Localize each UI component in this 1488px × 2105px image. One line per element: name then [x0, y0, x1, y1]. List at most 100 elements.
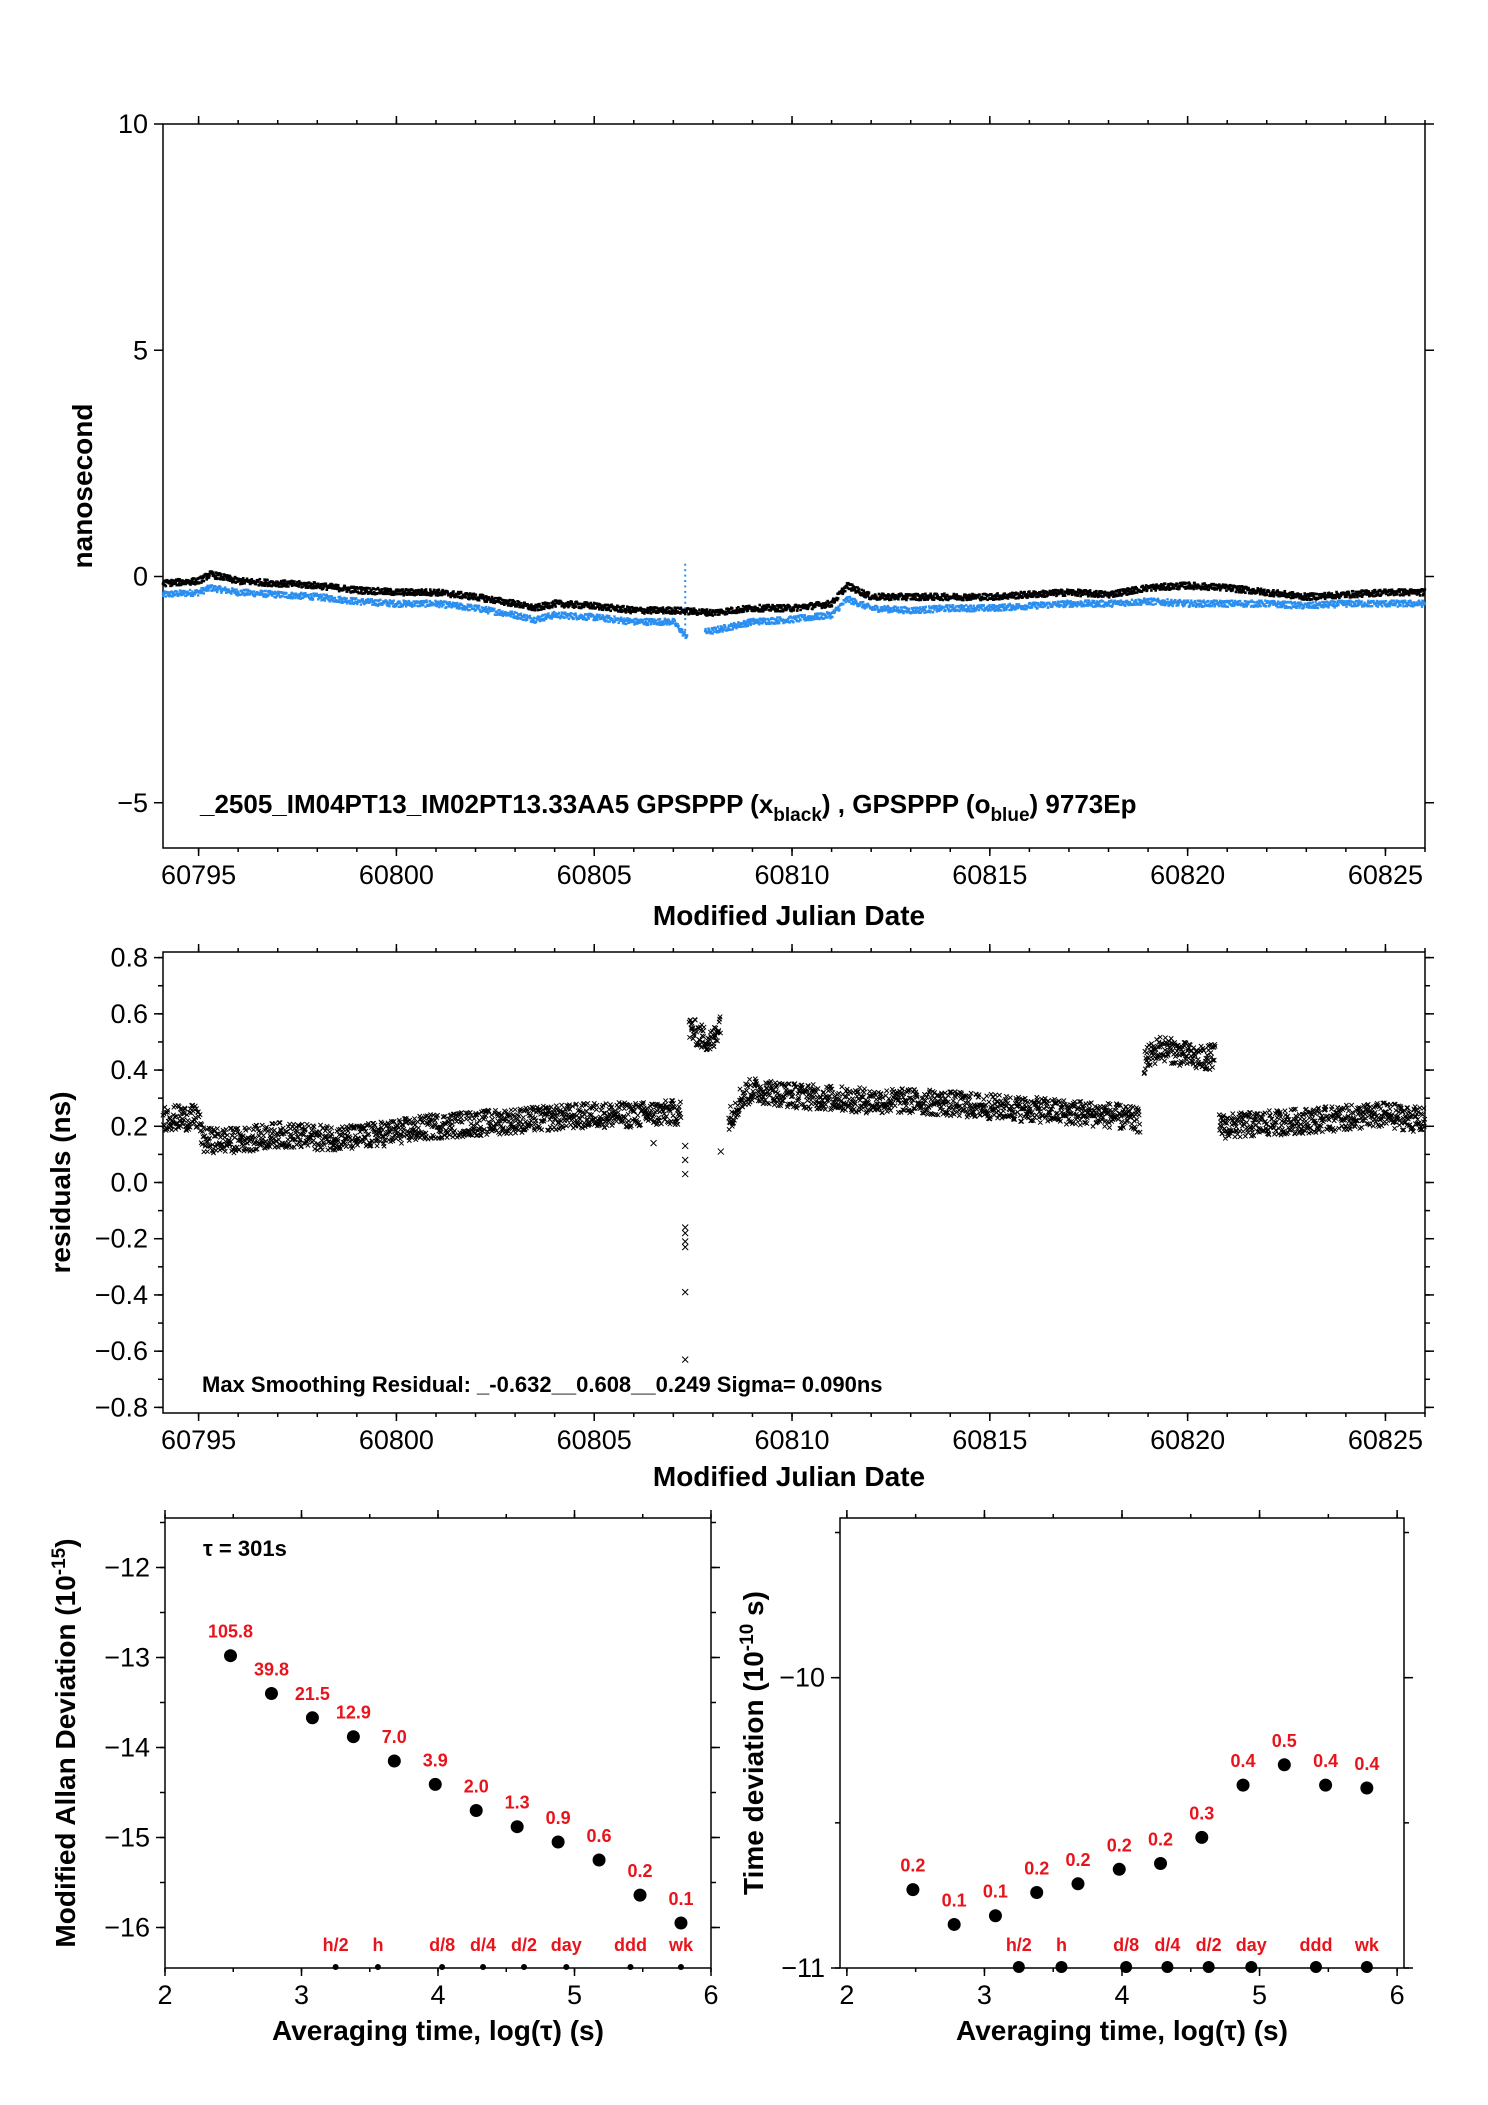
series-blue-point — [270, 591, 273, 595]
series-black-point — [1030, 593, 1034, 597]
series-black-point — [203, 575, 206, 579]
series-black-point — [410, 588, 414, 592]
series-black-point — [531, 606, 534, 610]
series-blue-point — [1106, 601, 1110, 604]
series-black-point — [661, 606, 665, 609]
series-blue-point — [348, 599, 351, 603]
series-black-point — [382, 591, 386, 595]
series-black-point — [595, 602, 599, 605]
series-black-point — [836, 597, 840, 600]
series-black-point — [436, 594, 440, 597]
series-blue-point — [1385, 605, 1388, 608]
series-blue-point — [618, 617, 621, 621]
series-black-point — [840, 590, 843, 593]
series-blue-point — [1226, 605, 1230, 608]
series-black-point — [914, 595, 917, 599]
series-black-point — [179, 579, 183, 583]
series-black-point — [691, 609, 695, 613]
series-black-point — [311, 582, 315, 586]
series-blue-point — [638, 621, 641, 625]
series-black-point — [1078, 591, 1082, 594]
series-black-point — [514, 602, 518, 606]
series-blue-point — [743, 623, 747, 626]
series-blue-point — [349, 596, 353, 600]
series-blue-point — [990, 605, 993, 608]
series-blue-point — [543, 613, 547, 616]
series-blue-point — [453, 605, 456, 608]
series-black-point — [236, 580, 239, 583]
series-blue-point — [227, 588, 231, 591]
series-black-point — [1119, 588, 1122, 592]
series-blue-point — [562, 616, 566, 619]
series-blue-point — [1357, 599, 1361, 602]
series-black-point — [287, 585, 290, 588]
series-blue-point — [1388, 604, 1391, 608]
series-blue-point — [301, 596, 305, 600]
series-blue-point — [1162, 603, 1165, 607]
series-black-point — [1076, 594, 1080, 597]
series-black-point — [472, 597, 475, 601]
series-black-point — [177, 582, 181, 585]
series-black-point — [322, 586, 325, 589]
series-black-point — [832, 597, 835, 601]
series-black-point — [569, 603, 572, 606]
series-black-point — [584, 601, 587, 604]
series-blue-point — [204, 589, 207, 592]
series-black-point — [1220, 584, 1223, 588]
series-blue-point — [928, 605, 931, 608]
series-black-point — [449, 595, 452, 599]
series-blue-point — [376, 604, 380, 607]
series-black-point — [1193, 581, 1196, 585]
series-black-point — [795, 604, 799, 608]
series-black-point — [943, 595, 947, 599]
series-black-point — [1016, 592, 1020, 595]
series-black-point — [1056, 589, 1060, 592]
series-black-point — [381, 588, 384, 591]
series-blue-point — [438, 605, 441, 609]
series-black-point — [452, 593, 456, 597]
series-black-point — [773, 605, 777, 608]
series-blue-point — [1076, 604, 1079, 608]
series-blue-point — [209, 585, 213, 588]
series-blue-point — [1258, 602, 1261, 606]
series-blue-point — [468, 604, 471, 607]
series-black-point — [652, 610, 655, 614]
series-black-point — [586, 602, 589, 605]
series-blue-point — [1009, 604, 1012, 607]
series-black-point — [768, 605, 772, 609]
series-black-point — [811, 603, 815, 607]
series-black-point — [991, 594, 995, 598]
series-blue-point — [903, 610, 906, 613]
series-black-point — [683, 612, 687, 616]
series-blue-point — [251, 590, 254, 594]
series-blue-point — [1389, 602, 1393, 606]
series-blue-point — [828, 614, 832, 617]
series-blue-point — [1195, 605, 1198, 608]
series-blue-point — [809, 616, 812, 620]
series-blue-point — [724, 626, 727, 629]
series-black-point — [646, 611, 650, 615]
series-blue-point — [999, 604, 1002, 607]
series-blue-point — [714, 627, 718, 631]
series-blue-point — [1307, 603, 1311, 606]
series-blue-point — [993, 607, 996, 611]
series-black-point — [1127, 592, 1131, 596]
series-blue-point — [1059, 603, 1062, 606]
series-blue-point — [1335, 604, 1338, 608]
series-black-point — [1096, 595, 1100, 599]
series-blue-point — [1280, 601, 1283, 604]
series-blue-point — [889, 610, 892, 614]
series-black-point — [245, 577, 249, 581]
series-blue-point — [296, 595, 300, 599]
series-blue-point — [777, 619, 780, 622]
series-blue-point — [1313, 604, 1317, 607]
series-blue-point — [1257, 601, 1260, 605]
series-blue-point — [720, 625, 723, 628]
series-blue-point — [1237, 601, 1240, 605]
series-black-point — [537, 608, 541, 612]
series-black-point — [604, 603, 607, 607]
series-black-point — [941, 598, 945, 602]
series-black-point — [296, 583, 300, 586]
series-blue-point — [711, 627, 714, 630]
series-black-point — [974, 596, 978, 600]
